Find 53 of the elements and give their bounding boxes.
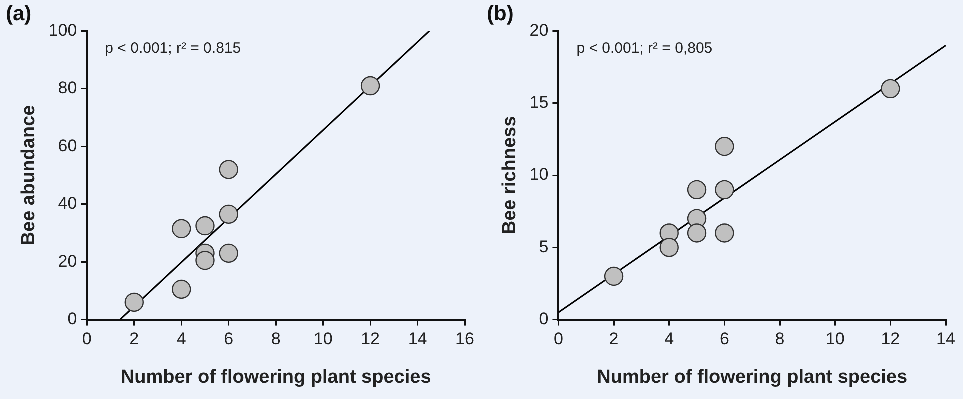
x-tick-label: 12 [881, 330, 900, 349]
point [715, 180, 734, 200]
point [219, 244, 238, 264]
point [360, 76, 380, 96]
x-tick-label: 12 [361, 330, 380, 349]
y-tick-label: 40 [58, 194, 78, 214]
x-tick-label: 0 [554, 330, 564, 349]
x-tick-label: 14 [936, 330, 956, 349]
y-axis-title: Bee abundance [18, 105, 40, 246]
point [660, 238, 679, 258]
y-tick-label: 20 [530, 20, 549, 40]
x-axis-title: Number of flowering plant species [120, 366, 432, 388]
point [687, 180, 707, 200]
x-tick-label: 6 [720, 330, 730, 349]
x-tick-label: 6 [224, 330, 234, 349]
y-tick-label: 5 [539, 237, 549, 256]
y-tick-label: 80 [58, 78, 78, 98]
point [219, 204, 238, 224]
point [604, 266, 624, 286]
x-tick-label: 0 [82, 330, 92, 349]
x-tick-label: 8 [775, 330, 785, 349]
x-tick-label: 10 [826, 330, 845, 349]
annotation: p < 0.001; r² = 0,805 [576, 40, 713, 57]
point [196, 216, 215, 236]
y-tick-label: 10 [530, 165, 549, 184]
x-tick-label: 8 [271, 330, 281, 349]
point [124, 292, 144, 312]
x-tick-label: 4 [176, 330, 186, 349]
y-tick-label: 0 [539, 309, 549, 328]
y-tick-label: 60 [58, 136, 78, 156]
x-tick-label: 2 [130, 330, 140, 349]
y-tick-label: 15 [530, 93, 549, 112]
y-axis-title: Bee richness [500, 116, 521, 235]
point [687, 224, 707, 243]
x-tick-label: 2 [609, 330, 619, 349]
point [172, 219, 192, 238]
x-tick-label: 14 [408, 330, 428, 349]
annotation: p < 0.001; r² = 0.815 [105, 40, 242, 57]
x-tick-label: 10 [314, 330, 333, 349]
y-tick-label: 20 [58, 252, 78, 271]
point [715, 137, 734, 156]
chart-title: (b) [487, 2, 514, 26]
point [219, 160, 238, 180]
point [196, 251, 215, 270]
point [715, 224, 734, 243]
y-tick-label: 100 [48, 20, 78, 40]
x-tick-label: 4 [664, 330, 674, 349]
y-tick-label: 0 [68, 309, 78, 328]
x-axis-title: Number of flowering plant species [597, 366, 908, 388]
point [172, 280, 192, 300]
x-tick-label: 16 [456, 330, 474, 349]
chart-title: (a) [6, 2, 32, 26]
point [881, 79, 900, 99]
